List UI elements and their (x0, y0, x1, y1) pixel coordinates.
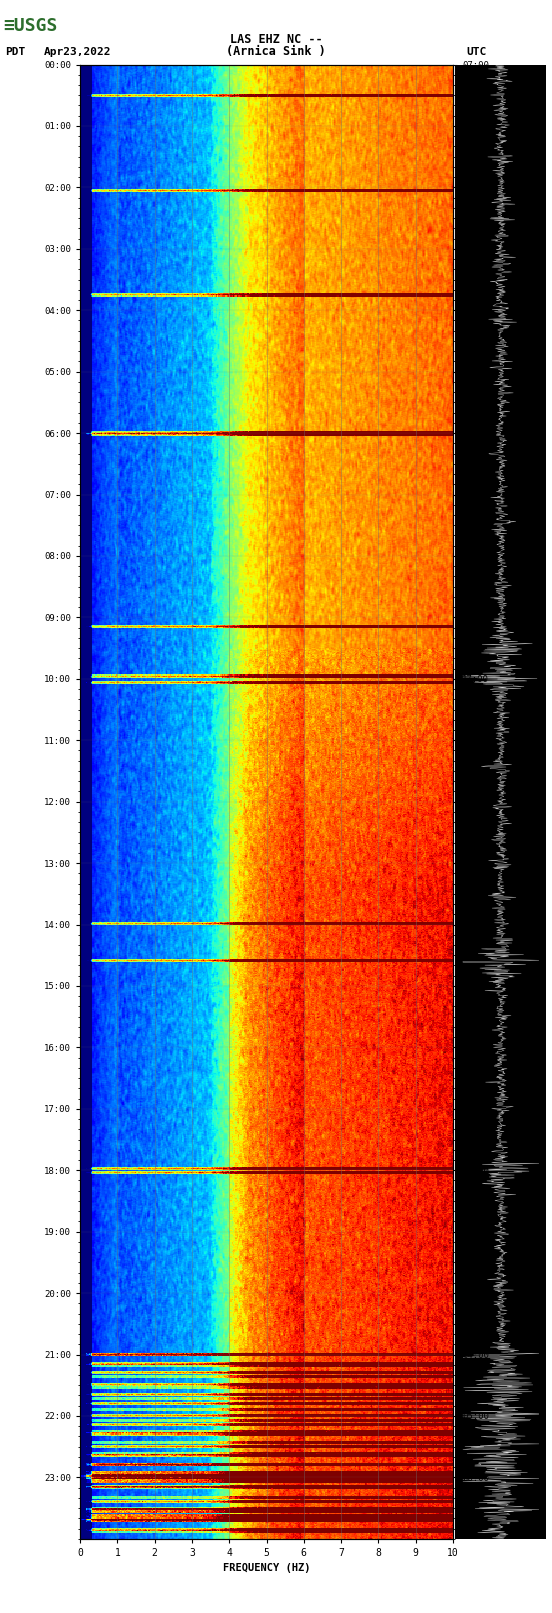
Text: PDT: PDT (6, 47, 26, 56)
Text: (Arnica Sink ): (Arnica Sink ) (226, 45, 326, 58)
Text: Apr23,2022: Apr23,2022 (44, 47, 112, 56)
Text: LAS EHZ NC --: LAS EHZ NC -- (230, 32, 322, 47)
Text: ≡USGS: ≡USGS (3, 18, 57, 35)
Text: UTC: UTC (466, 47, 487, 56)
X-axis label: FREQUENCY (HZ): FREQUENCY (HZ) (223, 1563, 310, 1573)
